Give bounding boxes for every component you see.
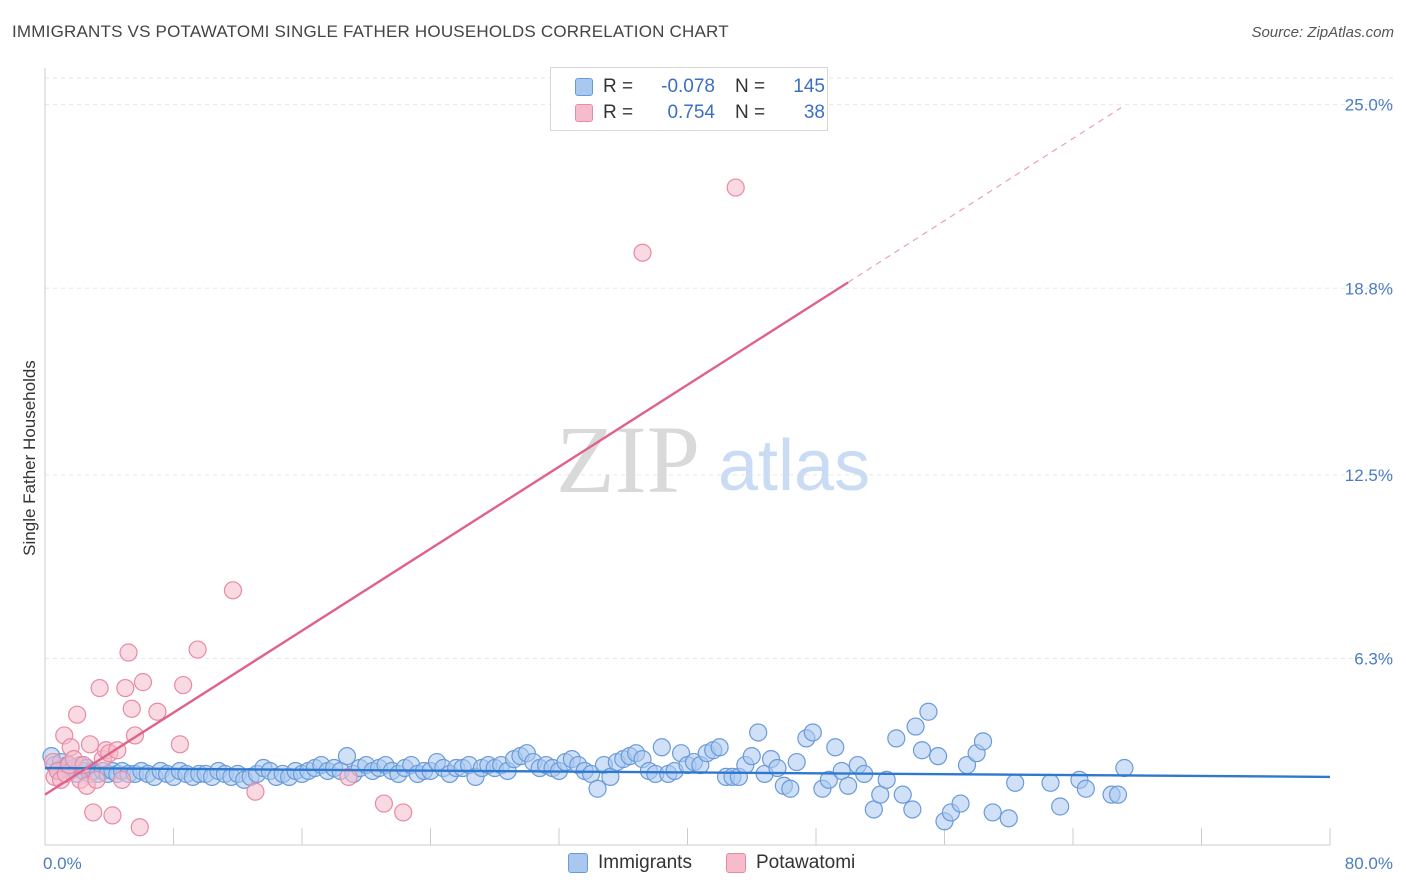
immigrants-point: [919, 702, 938, 721]
legend-r-label: R =: [603, 102, 634, 123]
immigrants-point: [906, 717, 925, 736]
immigrants-point: [1076, 779, 1095, 798]
potawatomi-point: [122, 699, 141, 718]
correlation-legend: R = -0.078 N = 145 R = 0.754 N = 38: [550, 67, 828, 131]
potawatomi-point: [133, 673, 153, 692]
potawatomi-point: [394, 803, 413, 822]
potawatomi-point: [87, 770, 106, 789]
immigrants-point: [1108, 785, 1128, 804]
immigrants-point: [928, 747, 948, 766]
immigrants-point: [1051, 797, 1070, 816]
immigrants-point: [839, 776, 858, 795]
legend-swatch-potawatomi: [725, 853, 746, 873]
potawatomi-point: [174, 675, 193, 695]
immigrants-point: [337, 747, 357, 766]
immigrants-trend-line: [44, 766, 1331, 779]
potawatomi-point: [223, 581, 243, 600]
legend-r-value: 0.754: [667, 102, 715, 123]
potawatomi-point: [112, 770, 132, 789]
potawatomi-trend-line: [44, 281, 849, 796]
legend-swatch-blue: [575, 78, 593, 96]
legend-item-immigrants[interactable]: Immigrants: [568, 852, 692, 874]
x-tick-label: 0.0%: [43, 854, 82, 873]
immigrants-point: [983, 803, 1002, 822]
legend-n-label: N =: [735, 76, 766, 97]
immigrants-point: [652, 738, 671, 757]
immigrants-point: [951, 794, 970, 813]
legend-label-immigrants: Immigrants: [598, 852, 692, 873]
immigrants-point: [912, 741, 932, 760]
legend-r-value: -0.078: [661, 76, 715, 97]
potawatomi-point: [726, 178, 745, 197]
immigrants-point: [903, 800, 922, 819]
legend-n-value: 38: [803, 102, 825, 123]
potawatomi-point: [170, 735, 190, 754]
y-tick-label: 18.8%: [1345, 279, 1393, 298]
y-tick-label: 25.0%: [1345, 96, 1393, 115]
potawatomi-point: [116, 678, 135, 698]
watermark-atlas: atlas: [718, 426, 870, 506]
immigrants-point: [819, 770, 838, 789]
legend-swatch-pink: [575, 104, 593, 122]
potawatomi-point: [80, 735, 100, 754]
legend-n-value: 145: [793, 76, 825, 97]
immigrants-point: [1041, 773, 1060, 792]
potawatomi-point: [68, 705, 87, 724]
potawatomi-point: [148, 702, 167, 721]
immigrants-point: [749, 723, 768, 742]
legend-row-immigrants: R = -0.078 N = 145: [575, 74, 825, 100]
potawatomi-point: [633, 243, 652, 262]
potawatomi-point: [119, 643, 138, 662]
watermark: ZIP atlas: [556, 406, 870, 513]
chart-title: IMMIGRANTS VS POTAWATOMI SINGLE FATHER H…: [12, 22, 729, 41]
series-legend: Immigrants Potawatomi: [568, 852, 889, 874]
potawatomi-point: [339, 767, 358, 786]
legend-label-potawatomi: Potawatomi: [755, 852, 856, 873]
immigrants-point: [781, 779, 800, 798]
immigrants-point: [999, 809, 1018, 828]
legend-swatch-immigrants: [568, 853, 588, 873]
immigrants-point: [973, 732, 993, 751]
legend-r-label: R =: [603, 76, 634, 97]
immigrants-point: [1006, 773, 1025, 792]
points-layer: [42, 178, 1134, 837]
y-tick-label: 6.3%: [1354, 649, 1393, 668]
potawatomi-trend-extension: [847, 107, 1122, 283]
immigrants-point: [787, 752, 806, 772]
chart-source: Source: ZipAtlas.com: [1251, 24, 1394, 41]
immigrants-point: [803, 723, 822, 742]
immigrants-point: [710, 738, 729, 757]
axis-layer: 6.3% 12.5% 18.8% 25.0% 0.0% 80.0%: [43, 68, 1393, 873]
trend-layer: [44, 107, 1331, 796]
immigrants-point: [877, 770, 896, 789]
immigrants-point: [887, 729, 906, 748]
grid-layer: [45, 77, 1395, 659]
y-tick-label: 12.5%: [1345, 466, 1393, 485]
potawatomi-point: [188, 640, 207, 659]
immigrants-point: [1115, 758, 1134, 778]
immigrants-point: [826, 738, 845, 757]
potawatomi-point: [103, 806, 122, 825]
potawatomi-point: [84, 803, 103, 822]
potawatomi-point: [90, 678, 109, 698]
x-tick-label: 80.0%: [1345, 854, 1393, 873]
legend-row-potawatomi: R = 0.754 N = 38: [575, 100, 825, 126]
legend-item-potawatomi[interactable]: Potawatomi: [725, 852, 856, 874]
immigrants-point: [742, 747, 761, 766]
potawatomi-point: [130, 818, 149, 837]
legend-n-label: N =: [735, 102, 766, 123]
y-axis-title: Single Father Households: [20, 360, 39, 556]
immigrants-point: [893, 785, 912, 804]
immigrants-point: [588, 779, 607, 798]
potawatomi-point: [246, 782, 265, 801]
potawatomi-point: [374, 794, 394, 813]
